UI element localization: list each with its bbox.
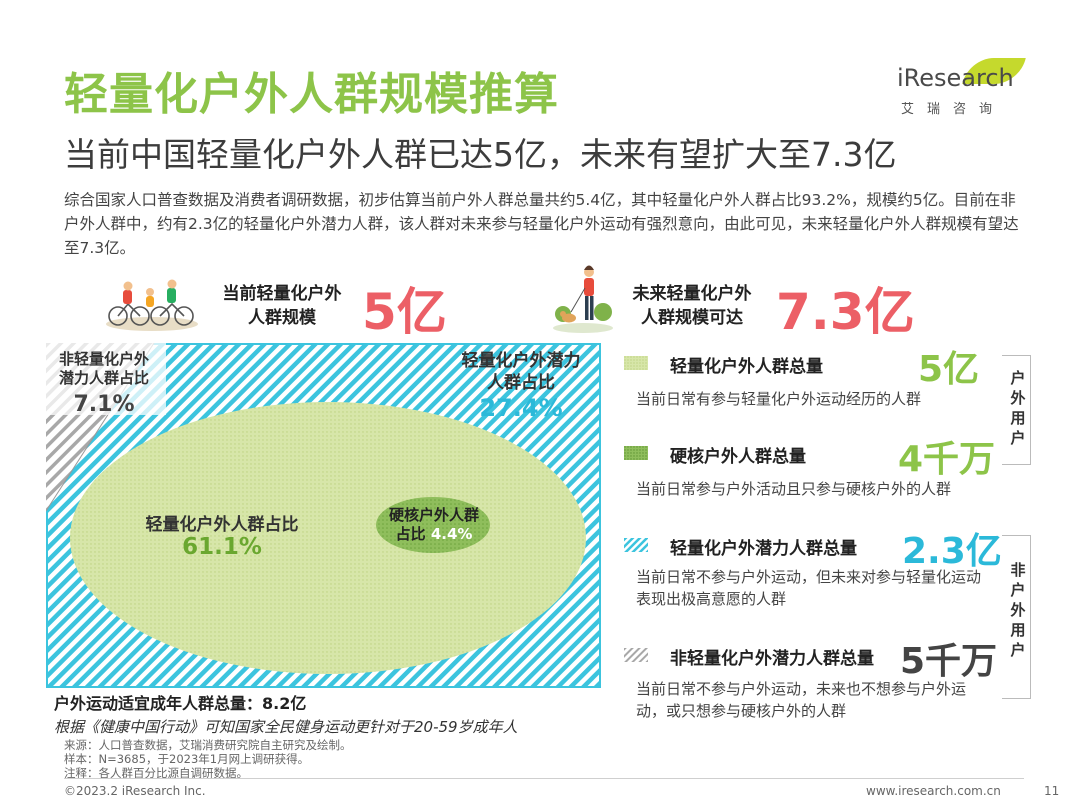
current-scale-value: 5亿 <box>362 283 447 341</box>
cycling-family-icon <box>106 279 198 331</box>
light-outdoor-pct: 61.1% <box>182 534 262 560</box>
hardcore-outdoor-ellipse <box>376 497 490 553</box>
copyright: ©2023.2 iResearch Inc. <box>64 784 206 798</box>
page-subtitle: 当前中国轻量化户外人群已达5亿，未来有望扩大至7.3亿 <box>64 135 897 174</box>
dog-walker-icon <box>553 265 613 333</box>
policy-note: 根据《健康中国行动》可知国家全民健身运动更针对于20-59岁成年人 <box>54 718 518 736</box>
future-scale-value: 7.3亿 <box>776 283 915 341</box>
footnote-sample: 样本：N=3685，于2023年1月网上调研获得。 <box>64 752 310 766</box>
current-scale-label: 当前轻量化户外 人群规模 <box>222 284 342 328</box>
legend-value-non-light-potential: 5千万 <box>900 641 998 682</box>
bracket-non-outdoor-label: 非户外用户 <box>1010 561 1026 659</box>
non-light-potential-pct: 7.1% <box>73 392 135 417</box>
legend-swatch-non-light-potential <box>624 648 648 662</box>
legend-swatch-hardcore <box>624 446 648 460</box>
legend-title-light-potential: 轻量化户外潜力人群总量 <box>670 539 857 559</box>
legend-title-hardcore: 硬核户外人群总量 <box>670 447 806 467</box>
page-title: 轻量化户外人群规模推算 <box>64 69 559 120</box>
logo-brand-i: i <box>897 64 904 92</box>
bracket-outdoor-label: 户外用户 <box>1010 369 1026 447</box>
light-outdoor-ellipse <box>70 402 586 674</box>
light-potential-label: 轻量化户外潜力 人群占比 <box>461 351 581 393</box>
bracket-non-outdoor <box>1002 535 1031 699</box>
legend-swatch-light <box>624 356 648 370</box>
legend-title-non-light-potential: 非轻量化户外潜力人群总量 <box>670 649 874 669</box>
legend-desc-hardcore: 当前日常参与户外活动且只参与硬核户外的人群 <box>636 480 952 498</box>
legend-value-hardcore: 4千万 <box>898 439 996 480</box>
iresearch-logo: iResearch 艾瑞咨询 <box>893 58 1026 120</box>
legend-desc-light-potential: 当前日常不参与户外运动，但未来对参与轻量化运动表现出极高意愿的人群 <box>636 568 982 608</box>
bracket-outdoor <box>1002 355 1031 465</box>
population-diagram <box>46 343 601 688</box>
footnote-source: 来源：人口普查数据，艾瑞消费研究院自主研究及绘制。 <box>64 738 352 752</box>
non-light-potential-label: 非轻量化户外 潜力人群占比 <box>58 350 149 387</box>
footnote-remark: 注释：各人群百分比源自调研数据。 <box>64 766 248 780</box>
logo-brand: Research <box>903 64 1014 92</box>
footer-divider <box>64 778 1024 779</box>
light-outdoor-label: 轻量化户外人群占比 <box>145 515 299 535</box>
page-number: 11 <box>1044 784 1060 798</box>
legend-title-light: 轻量化户外人群总量 <box>670 357 823 377</box>
hardcore-outdoor-label: 硬核户外人群 占比 4.4% <box>388 506 479 543</box>
website: www.iresearch.com.cn <box>866 784 1001 798</box>
total-population: 户外运动适宜成年人群总量：8.2亿 <box>54 694 307 713</box>
legend-value-light-potential: 2.3亿 <box>902 531 1002 572</box>
legend-value-light: 5亿 <box>918 349 980 390</box>
legend-swatch-light-potential <box>624 538 648 552</box>
logo-subtitle: 艾瑞咨询 <box>901 102 1006 117</box>
hardcore-outdoor-pct: 4.4% <box>430 525 473 543</box>
intro-paragraph: 综合国家人口普查数据及消费者调研数据，初步估算当前户外人群总量共约5.4亿，其中… <box>64 191 1019 257</box>
legend-desc-light: 当前日常有参与轻量化户外运动经历的人群 <box>636 390 922 408</box>
light-potential-pct: 27.4% <box>479 394 563 422</box>
future-scale-label: 未来轻量化户外 人群规模可达 <box>632 284 752 328</box>
legend-desc-non-light-potential: 当前日常不参与户外运动，未来也不想参与户外运动，或只想参与硬核户外的人群 <box>636 680 967 720</box>
